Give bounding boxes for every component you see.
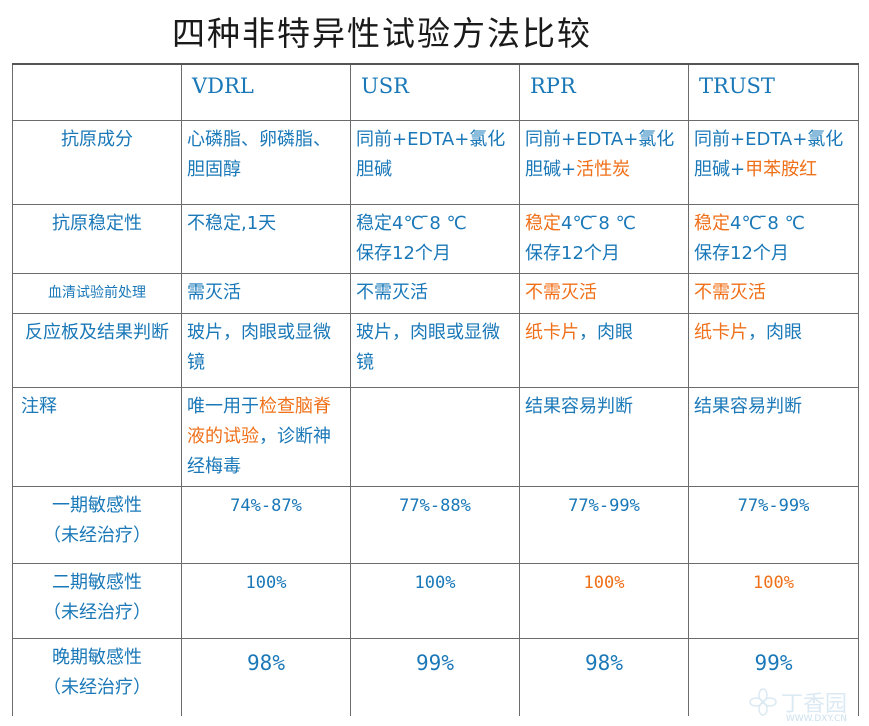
- cell-notes-rpr: 结果容易判断: [519, 386, 689, 487]
- cell-reaction-rpr: 纸卡片，肉眼: [519, 312, 689, 388]
- stability-usr-line1: 稳定4℃ ̄8 ℃: [356, 212, 467, 234]
- label-notes: 注释: [12, 386, 182, 487]
- antigen-rpr-text: 同前+EDTA+氯化胆碱+: [525, 128, 675, 180]
- cell-antigen-rpr: 同前+EDTA+氯化胆碱+活性炭: [519, 119, 689, 205]
- cell-late-rpr: 98%: [519, 637, 689, 716]
- stability-usr-line2: 保存12个月: [356, 242, 451, 264]
- primary-label-line2: （未经治疗）: [43, 524, 151, 546]
- secondary-label-line2: （未经治疗）: [43, 601, 151, 623]
- cell-secondary-vdrl: 100%: [181, 562, 351, 639]
- cell-secondary-usr: 100%: [350, 562, 520, 639]
- watermark-brand: 丁香园: [780, 692, 847, 717]
- cell-secondary-rpr: 100%: [519, 562, 689, 639]
- cell-reaction-vdrl: 玻片，肉眼或显微镜: [181, 312, 351, 388]
- watermark-logo: 丁香园: [749, 686, 847, 718]
- header-vdrl: VDRL: [181, 63, 351, 121]
- cell-stability-usr: 稳定4℃ ̄8 ℃ 保存12个月: [350, 203, 520, 274]
- cell-stability-vdrl: 不稳定,1天: [181, 203, 351, 274]
- cell-reaction-trust: 纸卡片，肉眼: [688, 312, 859, 388]
- cell-late-vdrl: 98%: [181, 637, 351, 716]
- header-usr: USR: [350, 63, 520, 121]
- reaction-rpr-highlight: 纸卡片: [525, 321, 579, 343]
- cell-pretreat-rpr: 不需灭活: [519, 272, 689, 314]
- stability-rpr-highlight: 稳定: [525, 212, 561, 234]
- cell-pretreat-usr: 不需灭活: [350, 272, 520, 314]
- antigen-rpr-highlight: 活性炭: [576, 158, 631, 180]
- page-title: 四种非特异性试验方法比较: [172, 14, 592, 53]
- notes-vdrl-text1: 唯一用于: [187, 395, 259, 417]
- antigen-trust-text: 同前+EDTA+氯化胆碱+: [694, 128, 844, 180]
- header-row: VDRL USR RPR TRUST: [12, 63, 859, 121]
- cell-stability-rpr: 稳定4℃ ̄8 ℃ 保存12个月: [519, 203, 689, 274]
- stability-trust-temp: 4℃ ̄8 ℃: [730, 212, 805, 234]
- secondary-label-line1: 二期敏感性: [52, 571, 142, 593]
- late-label-line2: （未经治疗）: [43, 676, 151, 698]
- cell-primary-usr: 77%-88%: [350, 485, 520, 564]
- row-reaction: 反应板及结果判断 玻片，肉眼或显微镜 玻片，肉眼或显微镜 纸卡片，肉眼 纸卡片，…: [12, 312, 859, 388]
- stability-rpr-line2: 保存12个月: [525, 242, 620, 264]
- cell-notes-usr: [350, 386, 520, 487]
- header-trust: TRUST: [688, 63, 859, 121]
- stability-rpr-line1: 稳定4℃ ̄8 ℃: [525, 209, 683, 239]
- reaction-trust-text: ，肉眼: [748, 321, 802, 343]
- cell-reaction-usr: 玻片，肉眼或显微镜: [350, 312, 520, 388]
- row-notes: 注释 唯一用于检查脑脊液的试验，诊断神经梅毒 结果容易判断 结果容易判断: [12, 386, 859, 487]
- label-reaction: 反应板及结果判断: [12, 312, 182, 388]
- cell-late-usr: 99%: [350, 637, 520, 716]
- label-stability: 抗原稳定性: [12, 203, 182, 274]
- cell-late-trust: 99%: [688, 637, 859, 716]
- notes-vdrl-highlight: 检查脑脊液的试验: [187, 395, 331, 447]
- row-pretreat: 血清试验前处理 需灭活 不需灭活 不需灭活 不需灭活: [12, 272, 859, 314]
- flower-icon: [749, 688, 777, 716]
- stability-trust-line2: 保存12个月: [694, 242, 789, 264]
- cell-stability-trust: 稳定4℃ ̄8 ℃ 保存12个月: [688, 203, 859, 274]
- watermark-url: WWW.DXY.CN: [785, 714, 847, 724]
- row-primary: 一期敏感性 （未经治疗） 74%-87% 77%-88% 77%-99% 77%-…: [12, 485, 859, 564]
- label-secondary: 二期敏感性 （未经治疗）: [12, 562, 182, 639]
- cell-antigen-usr: 同前+EDTA+氯化胆碱: [350, 119, 520, 205]
- row-late: 晚期敏感性 （未经治疗） 98% 99% 98% 99%: [12, 637, 859, 716]
- stability-trust-line1: 稳定4℃ ̄8 ℃: [694, 209, 853, 239]
- stability-trust-highlight: 稳定: [694, 212, 730, 234]
- cell-notes-vdrl: 唯一用于检查脑脊液的试验，诊断神经梅毒: [181, 386, 351, 487]
- cell-notes-trust: 结果容易判断: [688, 386, 859, 487]
- label-pretreat: 血清试验前处理: [12, 272, 182, 314]
- row-secondary: 二期敏感性 （未经治疗） 100% 100% 100% 100%: [12, 562, 859, 639]
- notes-vdrl-text2: ，诊断神经梅毒: [187, 425, 331, 477]
- label-antigen: 抗原成分: [12, 119, 182, 205]
- reaction-trust-highlight: 纸卡片: [694, 321, 748, 343]
- antigen-trust-highlight: 甲苯胺红: [745, 158, 818, 180]
- cell-antigen-trust: 同前+EDTA+氯化胆碱+甲苯胺红: [688, 119, 859, 205]
- label-late: 晚期敏感性 （未经治疗）: [12, 637, 182, 716]
- cell-primary-rpr: 77%-99%: [519, 485, 689, 564]
- cell-antigen-vdrl: 心磷脂、卵磷脂、胆固醇: [181, 119, 351, 205]
- comparison-table: VDRL USR RPR TRUST 抗原成分 心磷脂、卵磷脂、胆固醇 同前+E…: [12, 63, 859, 716]
- cell-primary-vdrl: 74%-87%: [181, 485, 351, 564]
- cell-secondary-trust: 100%: [688, 562, 859, 639]
- header-corner: [12, 63, 182, 121]
- cell-pretreat-trust: 不需灭活: [688, 272, 859, 314]
- stability-rpr-temp: 4℃ ̄8 ℃: [561, 212, 636, 234]
- row-antigen: 抗原成分 心磷脂、卵磷脂、胆固醇 同前+EDTA+氯化胆碱 同前+EDTA+氯化…: [12, 119, 859, 205]
- reaction-rpr-text: ，肉眼: [579, 321, 633, 343]
- cell-primary-trust: 77%-99%: [688, 485, 859, 564]
- cell-pretreat-vdrl: 需灭活: [181, 272, 351, 314]
- late-label-line1: 晚期敏感性: [52, 646, 142, 668]
- header-rpr: RPR: [519, 63, 689, 121]
- row-stability: 抗原稳定性 不稳定,1天 稳定4℃ ̄8 ℃ 保存12个月 稳定4℃ ̄8 ℃ 保存…: [12, 203, 859, 274]
- label-primary: 一期敏感性 （未经治疗）: [12, 485, 182, 564]
- primary-label-line1: 一期敏感性: [52, 494, 142, 516]
